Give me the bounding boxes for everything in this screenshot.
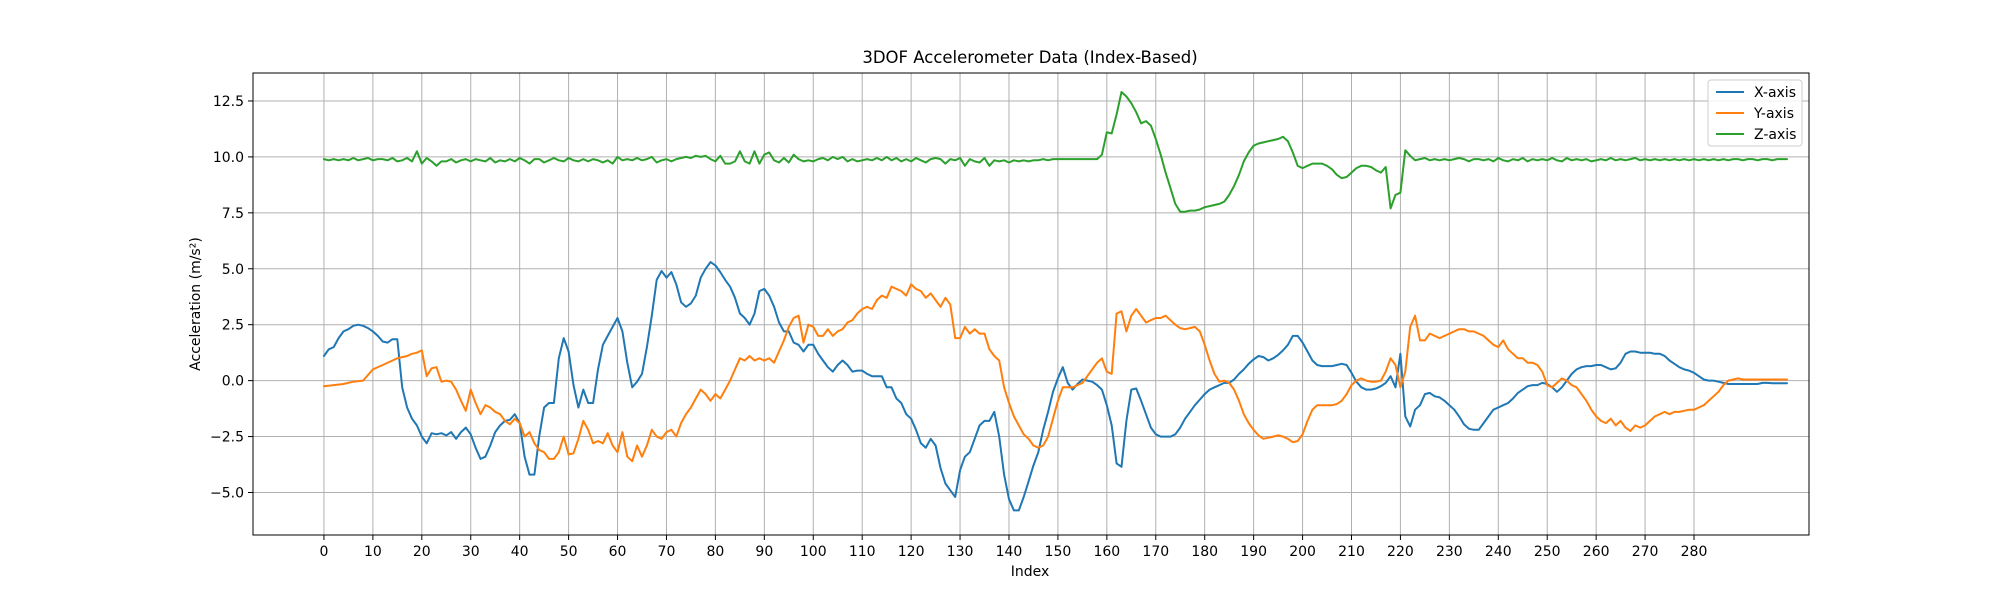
x-tick-label: 190: [1240, 544, 1267, 560]
y-axis-ticks: −5.0 −2.5 0.0 2.5 5.0 7.5 10.0 12.5: [210, 94, 253, 501]
x-tick-label: 180: [1191, 544, 1218, 560]
legend: X-axis Y-axis Z-axis: [1707, 79, 1803, 147]
y-tick-label: 5.0: [222, 262, 244, 278]
y-tick-label: 10.0: [213, 150, 244, 166]
x-tick-label: 90: [755, 544, 773, 560]
x-axis-title: Index: [1011, 564, 1050, 580]
x-tick-label: 210: [1338, 544, 1365, 560]
x-tick-label: 120: [898, 544, 925, 560]
y-tick-label: 2.5: [222, 318, 244, 334]
legend-label-z-axis: Z-axis: [1754, 127, 1796, 143]
x-tick-label: 260: [1583, 544, 1610, 560]
x-tick-label: 170: [1142, 544, 1169, 560]
legend-box: [1707, 79, 1803, 147]
x-tick-label: 0: [319, 544, 328, 560]
series-line-x-axis: [322, 261, 1788, 512]
grid-lines: [253, 73, 1809, 535]
x-tick-label: 240: [1485, 544, 1512, 560]
x-tick-label: 250: [1534, 544, 1561, 560]
legend-label-x-axis: X-axis: [1754, 85, 1796, 101]
y-tick-label: −2.5: [210, 430, 244, 446]
legend-label-y-axis: Y-axis: [1753, 106, 1794, 122]
x-tick-label: 40: [511, 544, 529, 560]
x-tick-label: 140: [996, 544, 1023, 560]
plot-frame: [252, 72, 1810, 536]
x-tick-label: 50: [560, 544, 578, 560]
y-tick-label: 7.5: [222, 206, 244, 222]
series-line-y-axis: [322, 283, 1788, 463]
x-tick-label: 20: [413, 544, 431, 560]
series-lines: [322, 91, 1788, 512]
x-tick-label: 100: [800, 544, 827, 560]
x-tick-label: 130: [947, 544, 974, 560]
x-tick-label: 230: [1436, 544, 1463, 560]
x-tick-label: 10: [364, 544, 382, 560]
x-tick-label: 270: [1632, 544, 1659, 560]
y-tick-label: −5.0: [210, 485, 244, 501]
x-tick-label: 150: [1045, 544, 1072, 560]
series-line-z-axis: [322, 91, 1788, 213]
x-tick-label: 60: [609, 544, 627, 560]
x-tick-label: 80: [706, 544, 724, 560]
y-tick-label: 0.0: [222, 374, 244, 390]
x-tick-label: 280: [1681, 544, 1708, 560]
x-tick-label: 110: [849, 544, 876, 560]
x-tick-label: 220: [1387, 544, 1414, 560]
y-axis-title: Acceleration (m/s²): [188, 237, 204, 371]
y-tick-label: 12.5: [213, 94, 244, 110]
x-axis-ticks: 0 10 20 30 40 50 60 70 80 90 100 110 120 130 140 150 160…: [319, 535, 1707, 560]
x-tick-label: 160: [1093, 544, 1120, 560]
chart-title: 3DOF Accelerometer Data (Index-Based): [862, 48, 1197, 67]
x-tick-label: 200: [1289, 544, 1316, 560]
x-tick-label: 70: [658, 544, 676, 560]
x-tick-label: 30: [462, 544, 480, 560]
